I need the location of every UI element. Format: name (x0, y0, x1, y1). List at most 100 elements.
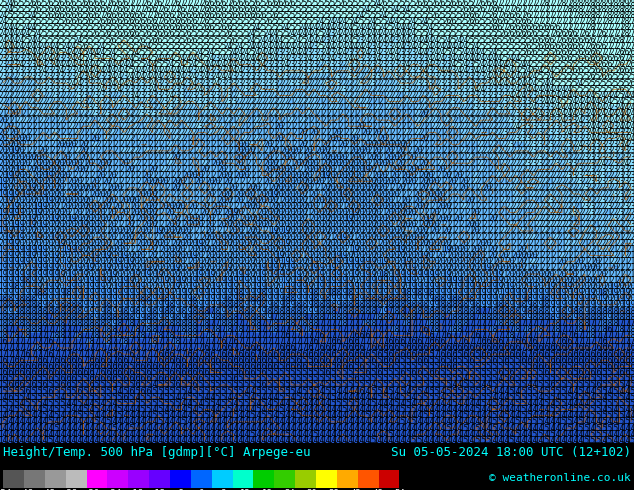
Text: 17: 17 (413, 325, 422, 334)
Text: 20: 20 (448, 245, 457, 254)
Bar (41, 185, 46, 191)
Text: 21: 21 (125, 239, 134, 248)
Bar (323, 148, 328, 154)
Bar (438, 431, 444, 437)
Bar (628, 209, 634, 216)
Bar (605, 221, 611, 228)
Text: 18: 18 (44, 300, 54, 309)
Text: 23: 23 (154, 109, 163, 119)
Text: 24: 24 (494, 79, 503, 88)
Bar (380, 148, 386, 154)
Text: 14: 14 (361, 423, 371, 433)
Bar (104, 12, 110, 19)
Text: 18: 18 (356, 300, 365, 309)
Text: 19: 19 (494, 294, 503, 303)
Bar (559, 74, 565, 80)
Text: 20: 20 (10, 183, 19, 193)
Bar (300, 62, 306, 68)
Bar (565, 179, 571, 185)
Bar (340, 234, 346, 240)
Bar (92, 364, 98, 369)
Bar (398, 179, 403, 185)
Text: 17: 17 (402, 325, 411, 334)
Text: 21: 21 (557, 245, 567, 254)
Text: 14: 14 (384, 393, 394, 402)
Bar (599, 98, 605, 105)
Text: 25: 25 (413, 5, 422, 14)
Text: 14: 14 (200, 417, 209, 426)
Bar (553, 339, 559, 345)
Text: 21: 21 (453, 208, 463, 217)
Bar (81, 80, 86, 86)
Bar (415, 111, 421, 117)
Text: 22: 22 (108, 128, 117, 137)
Bar (236, 6, 242, 12)
Bar (104, 351, 110, 357)
Bar (328, 437, 334, 443)
Bar (358, 111, 363, 117)
Text: 15: 15 (154, 399, 163, 408)
Bar (432, 388, 438, 394)
Bar (617, 376, 623, 382)
Text: 18: 18 (430, 294, 440, 303)
Text: 20: 20 (119, 196, 129, 205)
Bar (450, 142, 455, 148)
Text: 19: 19 (79, 270, 88, 279)
Bar (167, 351, 173, 357)
Text: 20: 20 (275, 171, 284, 180)
Text: 20: 20 (339, 177, 347, 186)
Bar (398, 259, 403, 265)
Text: 21: 21 (96, 128, 105, 137)
Text: 17: 17 (39, 343, 48, 352)
Bar (219, 86, 225, 93)
Bar (623, 252, 628, 259)
Bar (467, 382, 472, 388)
Text: 15: 15 (453, 374, 463, 383)
Bar (334, 160, 340, 166)
Bar (530, 179, 536, 185)
Bar (231, 49, 236, 55)
Text: 17: 17 (552, 331, 561, 340)
Text: 23: 23 (344, 73, 353, 81)
Text: 16: 16 (529, 362, 538, 371)
Text: 21: 21 (453, 233, 463, 242)
Bar (323, 172, 328, 179)
Text: 23: 23 (465, 60, 474, 69)
Bar (340, 93, 346, 98)
Text: 15: 15 (217, 374, 226, 383)
Bar (75, 252, 81, 259)
Bar (288, 80, 294, 86)
Text: 21: 21 (200, 147, 209, 155)
Text: 19: 19 (131, 270, 140, 279)
Text: 15: 15 (402, 356, 411, 365)
Bar (375, 185, 380, 191)
Text: 25: 25 (442, 23, 451, 32)
Text: 20: 20 (419, 214, 428, 223)
Text: 16: 16 (160, 374, 169, 383)
Text: 17: 17 (615, 343, 624, 352)
Text: 15: 15 (269, 380, 278, 390)
Bar (254, 283, 259, 290)
Text: 20: 20 (453, 245, 463, 254)
Text: 18: 18 (287, 319, 295, 328)
Bar (593, 221, 599, 228)
Text: 17: 17 (378, 319, 388, 328)
Text: 22: 22 (574, 190, 584, 198)
Text: 23: 23 (136, 91, 146, 100)
Text: 19: 19 (136, 307, 146, 316)
Bar (524, 209, 530, 216)
Text: 21: 21 (108, 159, 117, 168)
Bar (507, 105, 513, 111)
Text: 21: 21 (79, 208, 88, 217)
Bar (501, 265, 507, 271)
Text: 14: 14 (194, 436, 204, 445)
Text: 22: 22 (131, 128, 140, 137)
Text: 25: 25 (471, 36, 480, 45)
Bar (52, 142, 58, 148)
Bar (479, 437, 484, 443)
Bar (380, 388, 386, 394)
Bar (392, 339, 398, 345)
Bar (328, 326, 334, 333)
Text: 23: 23 (327, 60, 336, 69)
Text: 22: 22 (586, 226, 595, 236)
